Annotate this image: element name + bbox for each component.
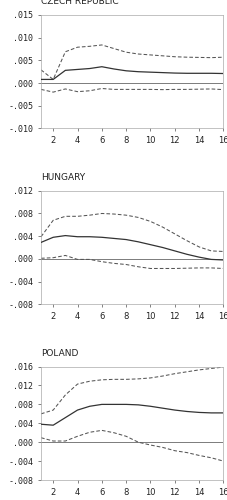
Text: CZECH REPUBLIC: CZECH REPUBLIC — [41, 0, 118, 6]
Text: HUNGARY: HUNGARY — [41, 172, 85, 182]
Text: POLAND: POLAND — [41, 348, 78, 358]
